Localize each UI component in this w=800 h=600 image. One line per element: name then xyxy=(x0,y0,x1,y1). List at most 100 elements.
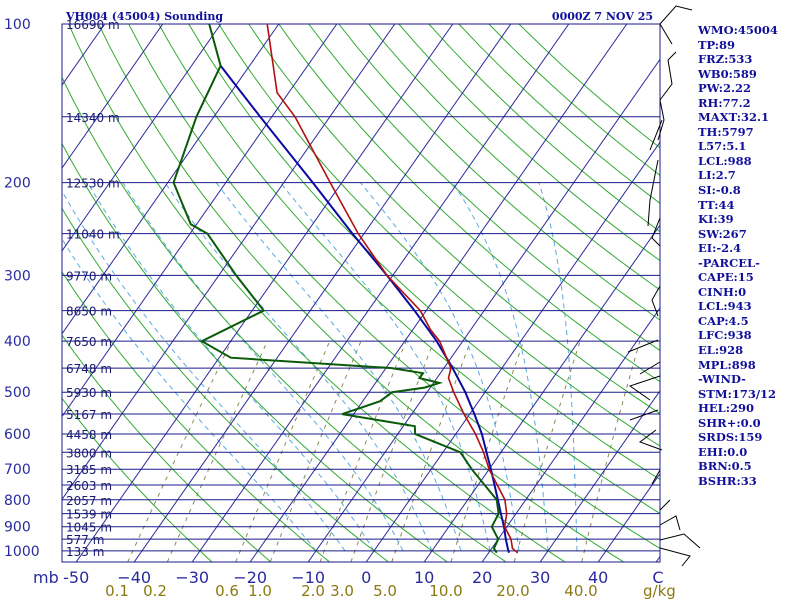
isotherm-line xyxy=(62,24,338,418)
dry-adiabat-line xyxy=(62,334,272,562)
height-label: 3800 m xyxy=(66,446,112,460)
isotherm-line xyxy=(481,307,660,562)
height-label: 2057 m xyxy=(66,494,112,508)
pressure-tick-label: 100 xyxy=(4,17,31,33)
dry-adiabats xyxy=(62,24,660,562)
height-label: 577 m xyxy=(66,533,104,547)
dry-adiabat-line xyxy=(368,24,660,291)
wind-barbs xyxy=(627,5,701,567)
dry-adiabat-line xyxy=(218,24,660,447)
mixing-ratio-line xyxy=(127,340,232,562)
dry-adiabat-line xyxy=(308,24,660,352)
mixing-ratio-line xyxy=(513,341,581,562)
mixing-ratio-unit-label: g/kg xyxy=(643,582,676,600)
index-item: LCL:943 xyxy=(698,299,752,314)
wind-barb xyxy=(659,533,701,549)
skewt-background-lines xyxy=(62,24,660,562)
isotherm-line xyxy=(62,24,164,169)
wind-barb xyxy=(659,515,681,531)
moist-adiabat-line xyxy=(538,182,578,551)
index-item: SW:267 xyxy=(698,226,747,241)
mixing-ratio-tick-label: 20.0 xyxy=(496,582,529,600)
index-item: LI:2.7 xyxy=(698,168,736,183)
height-label: 5167 m xyxy=(66,408,112,422)
dry-adiabat-line xyxy=(68,24,566,562)
index-item: SRDS:159 xyxy=(698,430,763,445)
height-label: 133 m xyxy=(66,545,104,559)
height-label: 1539 m xyxy=(66,508,112,522)
pressure-tick-label: 600 xyxy=(4,427,31,443)
index-item: STM:173/12 xyxy=(698,386,777,401)
index-item: LFC:938 xyxy=(698,328,752,343)
wind-barb xyxy=(659,5,693,25)
temperature-tick-label: −30 xyxy=(175,568,209,587)
temperature-line xyxy=(266,24,519,554)
isobars xyxy=(62,24,660,552)
pressure-tick-label: 900 xyxy=(4,520,31,536)
index-item: -PARCEL- xyxy=(698,255,760,270)
isotherm-line xyxy=(365,141,660,562)
dry-adiabat-line xyxy=(158,24,660,515)
dry-adiabat-line xyxy=(62,207,389,562)
index-item: EHI:0.0 xyxy=(698,444,748,459)
dry-adiabat-line xyxy=(62,76,507,562)
height-label: 9770 m xyxy=(66,269,112,283)
height-label: 2603 m xyxy=(66,479,112,493)
index-item: EI:-2.4 xyxy=(698,241,742,256)
index-item: EL:928 xyxy=(698,343,744,358)
wind-barb xyxy=(659,23,673,45)
isotherm-line xyxy=(133,24,512,562)
pressure-unit-label: mb xyxy=(33,568,59,587)
wind-barb xyxy=(628,375,661,401)
moist-adiabat-line xyxy=(62,190,346,552)
mixing-ratio-line xyxy=(166,340,268,562)
isotherm-line xyxy=(249,24,628,562)
height-label: 14340 m xyxy=(66,111,120,125)
index-item: RH:77.2 xyxy=(698,95,751,110)
index-item: WMO:45004 xyxy=(698,23,778,37)
station-title: VH004 (45004) Sounding xyxy=(65,10,223,23)
mixing-ratio-line xyxy=(269,341,362,562)
isotherm-line xyxy=(539,389,660,562)
temperature-end-label: C xyxy=(652,568,663,587)
height-label: 8650 m xyxy=(66,305,112,319)
index-item: BSHR:33 xyxy=(698,473,757,488)
wind-barb xyxy=(657,99,665,141)
sounding-profiles xyxy=(172,24,519,554)
index-item: CAPE:15 xyxy=(698,270,754,285)
index-item: BRN:0.5 xyxy=(698,459,752,474)
pressure-tick-label: 800 xyxy=(4,493,31,509)
dry-adiabat-line xyxy=(62,142,448,562)
temperature-tick-label: -50 xyxy=(63,568,89,587)
isotherm-line xyxy=(62,24,222,252)
mixing-ratio-tick-label: 2.0 xyxy=(301,582,325,600)
height-label: 12530 m xyxy=(66,177,120,191)
index-item: FRZ:533 xyxy=(698,52,753,67)
dry-adiabat-line xyxy=(248,24,660,415)
index-item: KI:39 xyxy=(698,212,734,227)
wind-barb xyxy=(659,547,691,567)
wind-barb xyxy=(651,469,661,485)
index-item: HEL:290 xyxy=(698,401,754,416)
mixing-ratio-tick-label: 0.1 xyxy=(105,582,129,600)
pressure-tick-label: 1000 xyxy=(4,544,40,560)
index-item: TP:89 xyxy=(698,37,736,52)
wind-barb xyxy=(647,159,659,227)
isotherm-line xyxy=(75,24,454,562)
wind-barb xyxy=(627,339,659,353)
wind-barb xyxy=(649,119,663,151)
index-item: -WIND- xyxy=(698,372,746,387)
mixing-ratio-line xyxy=(235,341,331,562)
mixing-ratio-tick-label: 40.0 xyxy=(564,582,597,600)
wind-barb xyxy=(659,499,671,511)
index-item: PW:2.22 xyxy=(698,81,752,96)
dry-adiabat-line xyxy=(128,24,660,549)
temperature-tick-label: 0 xyxy=(361,568,371,587)
mixing-ratio-line xyxy=(319,341,407,562)
dry-adiabat-line xyxy=(338,24,660,321)
index-item: TH:5797 xyxy=(698,124,754,139)
mixing-ratio-line xyxy=(450,341,525,562)
wind-barb xyxy=(639,361,661,375)
